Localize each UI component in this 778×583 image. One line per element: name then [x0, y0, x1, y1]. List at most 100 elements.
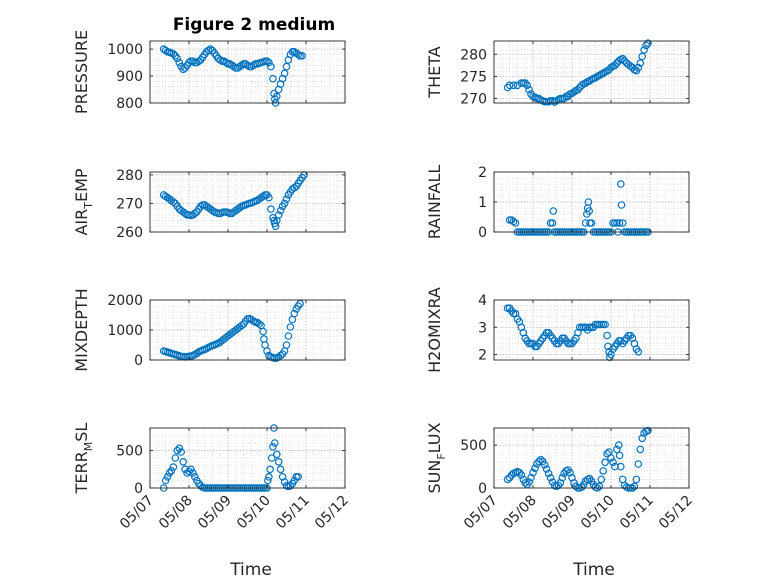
- x-tick-label: 05/12: [312, 493, 352, 533]
- data-point: [587, 219, 596, 227]
- data-point: [536, 455, 545, 464]
- data-point: [585, 207, 594, 215]
- data-point: [169, 198, 178, 206]
- data-point: [294, 472, 303, 481]
- data-point: [505, 81, 514, 90]
- data-point: [266, 465, 274, 474]
- data-point: [597, 475, 606, 484]
- y-tick-label: 0: [478, 481, 487, 497]
- y-tick-label: 3: [478, 320, 487, 336]
- y-tick-label: 2: [478, 165, 487, 181]
- data-point: [540, 461, 549, 469]
- y-axis-label: H2OMIXRA: [425, 287, 444, 373]
- y-tick-label: 2: [478, 348, 487, 364]
- data-point: [269, 74, 277, 83]
- y-axis-label-subscript: T: [82, 202, 95, 210]
- data-point: [259, 327, 267, 336]
- data-point: [286, 323, 295, 331]
- data-point: [235, 203, 244, 212]
- data-point: [607, 454, 615, 462]
- subplot-terr: 0 500 TERRMSL 05/07 05/08 05/09 05/10 05/11 05/1…: [72, 423, 352, 533]
- x-tick-label: 05/10: [234, 493, 274, 533]
- data-point: [644, 39, 652, 48]
- y-tick-label: 280: [460, 47, 487, 63]
- y-axis-label-main: TERR: [72, 451, 91, 494]
- y-tick-label: 0: [134, 353, 143, 369]
- data-point: [503, 475, 512, 484]
- data-point: [280, 69, 289, 78]
- data-point: [644, 426, 652, 435]
- x-axis-label-right: Time: [572, 560, 615, 580]
- data-point: [640, 429, 648, 437]
- y-axis-label-main: PRESSURE: [72, 30, 91, 114]
- y-axis-label-main: MIXDEPTH: [72, 288, 91, 371]
- data-point: [599, 467, 608, 475]
- data-point: [171, 454, 180, 462]
- data-point: [525, 478, 533, 486]
- data-point: [282, 195, 291, 203]
- data-point: [167, 466, 176, 475]
- data-point: [265, 58, 273, 67]
- data-point: [274, 211, 283, 219]
- axes-box: [149, 40, 346, 104]
- data-point: [591, 74, 600, 82]
- y-tick-label: 0: [478, 225, 487, 241]
- y-tick-label: 500: [460, 438, 487, 454]
- y-axis-label-rest: EMP: [72, 168, 91, 202]
- data-point: [613, 219, 621, 227]
- data-point: [163, 472, 172, 481]
- y-axis-label: SUNFLUX: [425, 422, 448, 493]
- data-point: [265, 193, 273, 202]
- y-axis-label-main: H2OMIXRA: [425, 287, 444, 373]
- data-point: [280, 478, 289, 486]
- data-point: [290, 309, 299, 318]
- data-point: [521, 79, 530, 87]
- data-point: [298, 51, 306, 60]
- data-point: [630, 482, 639, 491]
- axes-box: [493, 427, 690, 489]
- y-tick-label: 275: [460, 69, 487, 85]
- y-tick-label: 800: [116, 96, 143, 112]
- data-point: [282, 341, 291, 349]
- data-point: [511, 219, 520, 227]
- data-point: [618, 54, 627, 63]
- data-point: [517, 471, 526, 479]
- data-point: [634, 460, 643, 468]
- data-point: [544, 469, 553, 478]
- data-point: [175, 444, 184, 453]
- data-point: [267, 205, 275, 213]
- x-axis-label-left: Time: [229, 560, 272, 580]
- data-point: [595, 482, 604, 491]
- data-point: [614, 441, 623, 449]
- y-axis-label-rest: SL: [72, 423, 91, 442]
- data-point: [286, 481, 295, 490]
- data-point: [507, 471, 516, 479]
- data-point: [607, 63, 615, 72]
- y-axis-label-rest: LUX: [425, 422, 444, 453]
- data-point: [549, 207, 558, 215]
- data-point: [263, 476, 272, 485]
- data-point: [570, 88, 578, 96]
- data-point: [585, 77, 594, 85]
- data-point: [255, 320, 264, 328]
- data-point: [558, 473, 567, 482]
- data-point: [179, 457, 188, 466]
- data-point: [169, 50, 178, 58]
- data-point: [189, 469, 197, 477]
- x-tick-label: 05/08: [500, 493, 540, 533]
- data-point: [509, 81, 518, 90]
- y-axis-label: THETA: [425, 46, 444, 98]
- subplot-pressure: 800 900 1000 PRESSURE: [72, 30, 346, 114]
- y-tick-label: 270: [116, 196, 143, 212]
- x-tick-label: 05/12: [656, 493, 696, 533]
- data-point: [191, 472, 199, 481]
- x-tick-label: 05/09: [539, 493, 579, 533]
- y-tick-label: 270: [460, 92, 487, 108]
- y-axis-label: PRESSURE: [72, 30, 91, 114]
- data-point: [237, 321, 246, 330]
- axes-box: [493, 299, 690, 361]
- data-point: [642, 41, 650, 50]
- subplot-theta: 270 275 280 THETA: [425, 39, 690, 108]
- data-point: [601, 458, 609, 467]
- data-point: [611, 61, 619, 70]
